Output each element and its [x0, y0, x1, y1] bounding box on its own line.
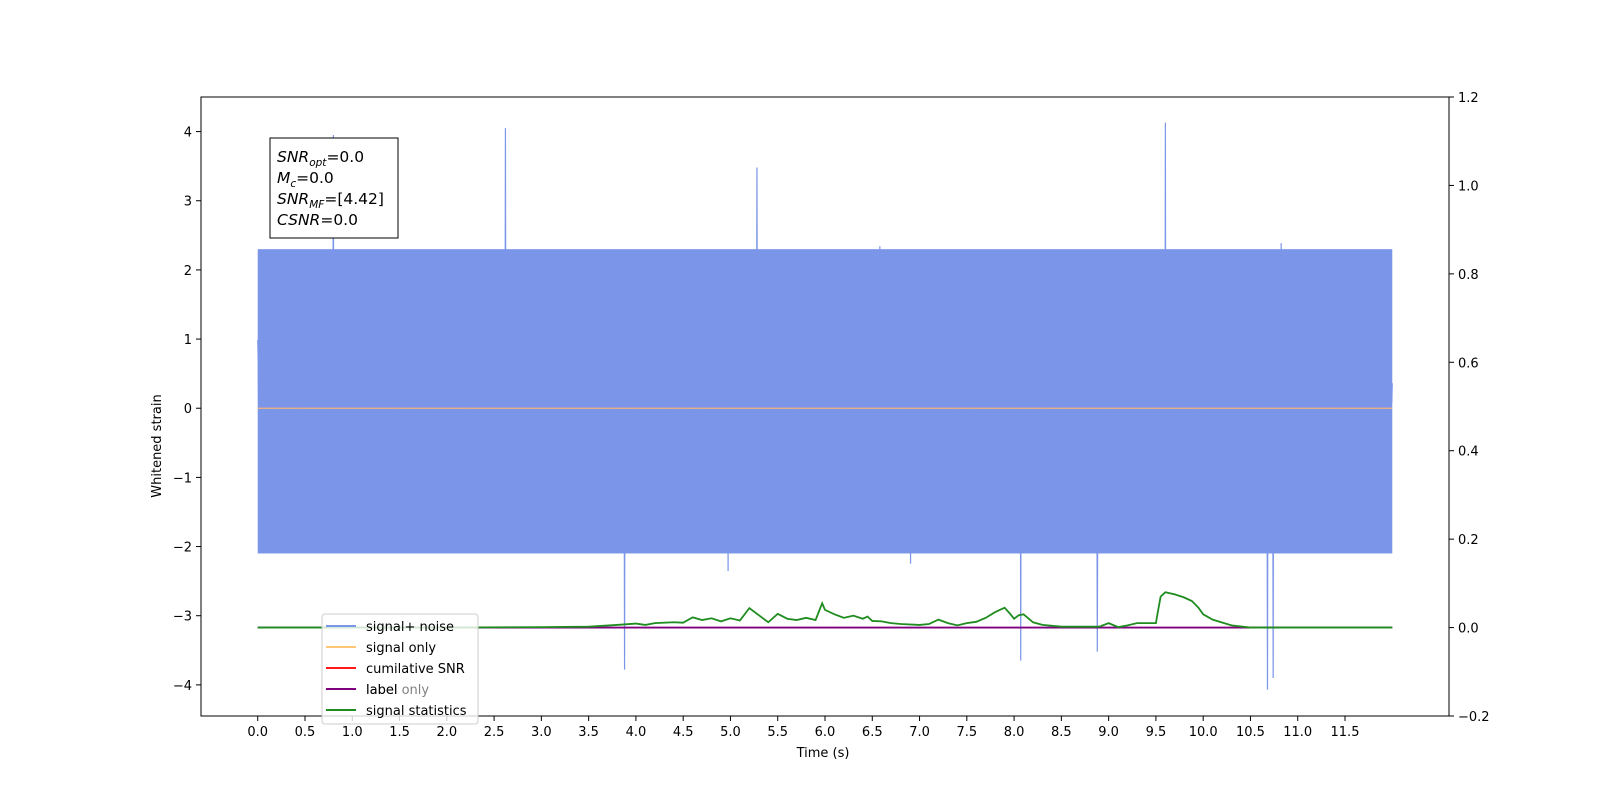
info-line: CSNR=0.0: [277, 211, 358, 229]
legend-label: signal statistics: [366, 704, 467, 719]
y-tick-label: 2: [184, 264, 192, 279]
x-tick-label: 6.0: [815, 725, 836, 740]
x-tick-label: 9.0: [1098, 725, 1119, 740]
legend-label: cumilative SNR: [366, 662, 465, 677]
x-axis-ticks: 0.0 0.5 1.0 1.5 2.0 2.5 3.0 3.5 4.0 4.5 5.0 5.5 6.0 6…: [247, 716, 1359, 740]
info-value: =0.0: [320, 211, 358, 229]
x-tick-label: 10.0: [1189, 725, 1218, 740]
x-tick-label: 8.5: [1051, 725, 1072, 740]
x-tick-label: 0.0: [247, 725, 268, 740]
y-tick-label: −3: [173, 610, 192, 625]
y2-tick-label: −0.2: [1458, 710, 1490, 725]
signal-statistics-line: [257, 591, 1393, 629]
y-tick-label: −1: [173, 471, 192, 486]
legend-frame: [321, 613, 479, 725]
x-tick-label: 11.5: [1331, 725, 1360, 740]
x-tick-label: 6.5: [862, 725, 883, 740]
x-tick-label: 5.5: [767, 725, 788, 740]
x-tick-label: 8.0: [1004, 725, 1025, 740]
y2-tick-label: 0.8: [1458, 268, 1479, 283]
y2-tick-label: 0.2: [1458, 533, 1479, 548]
legend-hidden-label: label only: [366, 683, 429, 698]
legend-label: label: [366, 683, 397, 698]
info-box-frame: [269, 137, 399, 239]
x-axis-label: Time (s): [796, 746, 850, 761]
y2-tick-label: 1.2: [1458, 91, 1479, 106]
y2-tick-label: 0.4: [1458, 445, 1479, 460]
y2-tick-label: 0.0: [1458, 622, 1479, 637]
x-tick-label: 3.0: [531, 725, 552, 740]
info-line: Mc=0.0: [277, 169, 334, 190]
info-line: SNRMF=[4.42]: [277, 190, 384, 211]
info-symbol: SNR: [277, 190, 309, 208]
y-tick-label: −4: [173, 679, 192, 694]
signal-noise-series: [257, 122, 1393, 690]
x-tick-label: 2.0: [436, 725, 457, 740]
y-tick-label: 4: [184, 126, 192, 141]
x-tick-label: 10.5: [1236, 725, 1265, 740]
x-tick-label: 1.0: [342, 725, 363, 740]
x-tick-label: 3.5: [578, 725, 599, 740]
x-tick-label: 0.5: [295, 725, 316, 740]
info-value: =[4.42]: [324, 190, 384, 208]
info-symbol: SNR: [277, 148, 309, 166]
info-value: =0.0: [296, 169, 334, 187]
y2-tick-label: 0.6: [1458, 356, 1479, 371]
x-tick-label: 4.5: [673, 725, 694, 740]
x-tick-label: 1.5: [389, 725, 410, 740]
info-subscript: opt: [309, 157, 327, 169]
y-axis-ticks: 4 3 2 1 0 −1 −2 −3 −4: [173, 126, 201, 694]
info-symbol: M: [277, 169, 290, 187]
legend: label only signal+ noise signal only cumila…: [321, 613, 479, 725]
info-value: =0.0: [326, 148, 364, 166]
legend-label: signal only: [366, 641, 436, 656]
x-tick-label: 7.0: [909, 725, 930, 740]
info-line: SNRopt=0.0: [277, 148, 364, 169]
y-tick-label: −2: [173, 541, 192, 556]
y2-tick-label: 1.0: [1458, 179, 1479, 194]
x-tick-label: 7.5: [956, 725, 977, 740]
x-tick-label: 9.5: [1146, 725, 1167, 740]
x-tick-label: 2.5: [484, 725, 505, 740]
info-subscript: c: [290, 178, 296, 190]
y-tick-label: 0: [184, 402, 192, 417]
x-tick-label: 4.0: [626, 725, 647, 740]
info-subscript: MF: [309, 199, 325, 211]
info-symbol: CSNR: [277, 211, 320, 229]
y-tick-label: 3: [184, 195, 192, 210]
y2-axis-ticks: 1.2 1.0 0.8 0.6 0.4 0.2 0.0 −0.2: [1449, 91, 1490, 725]
x-tick-label: 11.0: [1283, 725, 1312, 740]
y-axis-label: Whitened strain: [150, 394, 165, 497]
y-tick-label: 1: [184, 333, 192, 348]
legend-label: signal+ noise: [366, 620, 454, 635]
x-tick-label: 5.0: [720, 725, 741, 740]
signal-noise-line: [257, 122, 1393, 690]
